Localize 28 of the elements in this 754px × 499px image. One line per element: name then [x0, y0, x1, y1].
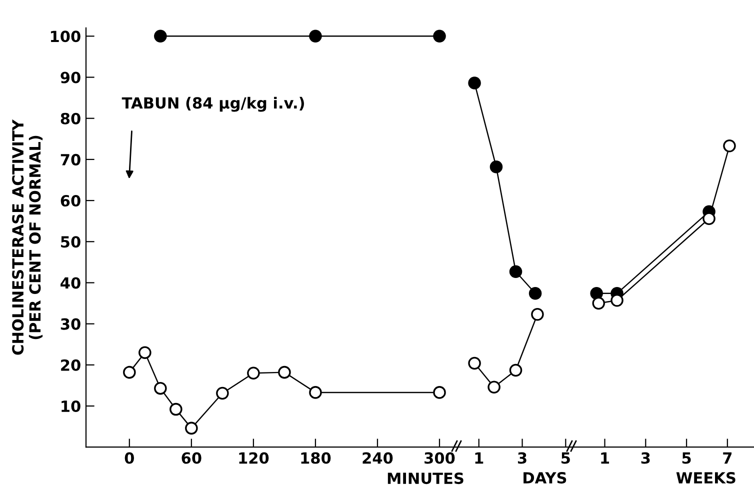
annotation: TABUN (84 µg/kg i.v.) — [122, 96, 304, 112]
x-tick-label: 1 — [601, 452, 610, 464]
y-tick-label: 30 — [60, 318, 80, 330]
y-tick-label: 10 — [62, 400, 80, 412]
x-axis-title: WEEKS — [676, 472, 736, 484]
x-tick-label: 1 — [475, 452, 484, 464]
x-tick-label: 0 — [124, 452, 134, 464]
y-tick-label: 70 — [60, 154, 80, 166]
x-axis-title: MINUTES — [388, 472, 464, 484]
x-tick-label: 120 — [239, 452, 269, 464]
x-tick-label: 3 — [518, 452, 526, 464]
x-tick-label: 60 — [182, 452, 202, 464]
x-tick-label: 180 — [301, 452, 331, 464]
y-tick-label: 60 — [60, 195, 80, 207]
y-tick-label: 80 — [60, 112, 80, 124]
y-axis-title: CHOLINESTERASE ACTIVITY (PER CENT OF NORMAL) — [12, 119, 43, 355]
y-tick-label: 20 — [61, 359, 80, 371]
x-tick-label: 7 — [723, 452, 732, 464]
x-tick-label: 5 — [562, 452, 570, 464]
x-axis-title: DAYS — [524, 472, 566, 484]
y-tick-label: 90 — [60, 72, 80, 84]
x-tick-label: 3 — [641, 452, 650, 464]
y-tick-label: 40 — [60, 277, 80, 289]
x-tick-label: 240 — [362, 452, 393, 464]
y-tick-label: 50 — [61, 236, 80, 248]
x-tick-label: 5 — [682, 452, 691, 464]
y-tick-label: 100 — [50, 30, 80, 42]
x-tick-label: 300 — [424, 452, 455, 464]
